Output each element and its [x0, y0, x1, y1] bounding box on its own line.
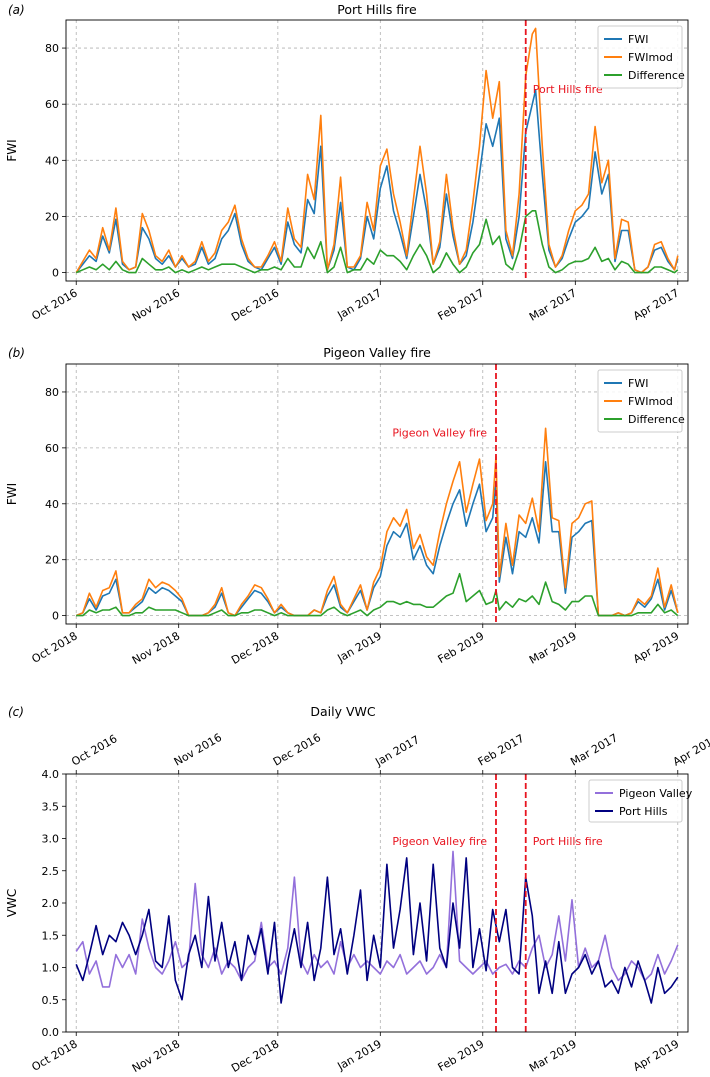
port-hills-line [75, 857, 679, 1004]
x-tick-label-bottom: Feb 2019 [436, 1037, 487, 1073]
fwi-line [75, 89, 679, 274]
legend-label: FWImod [628, 395, 673, 408]
x-tick-label-bottom: Oct 2018 [29, 1037, 79, 1073]
fire-label: Pigeon Valley fire [392, 427, 487, 440]
y-tick-label: 40 [45, 154, 59, 167]
legend: Pigeon Valley Port Hills [588, 779, 693, 823]
x-tick-label-top: Dec 2016 [271, 731, 323, 769]
x-tick-label: Nov 2018 [130, 629, 182, 667]
difference-line [76, 572, 679, 617]
y-tick-label: 60 [45, 442, 59, 455]
legend-label: FWI [628, 33, 648, 46]
y-tick-label: 3.5 [42, 800, 60, 813]
x-tick-label: Mar 2017 [527, 286, 579, 323]
x-tick-label-bottom: Jan 2019 [334, 1037, 383, 1073]
x-tick-label: Feb 2017 [436, 286, 487, 323]
y-tick-label: 0 [52, 267, 59, 280]
x-tick-label-bottom: Dec 2018 [229, 1037, 281, 1073]
y-axis-label: FWI [5, 139, 19, 161]
y-tick-label: 1.0 [42, 962, 60, 975]
x-tick-label: Oct 2018 [29, 629, 79, 666]
chart-title: Daily VWC [310, 704, 376, 719]
legend-box [597, 25, 683, 89]
fire-label: Port Hills fire [533, 83, 603, 96]
fwimod-line [75, 427, 679, 617]
x-tick-label: Jan 2017 [334, 286, 383, 322]
x-tick-label-top: Oct 2016 [69, 732, 119, 769]
fwi-line [75, 460, 679, 617]
legend-label: Difference [628, 413, 685, 426]
legend-label: Difference [628, 69, 685, 82]
panel-c: 0.0 0.5 1.0 1.5 2.0 2.5 3.0 3.5 4.0 Oct 2018 Nov 2… [5, 704, 710, 1075]
panel-label: (c) [8, 705, 24, 719]
panel-label: (b) [8, 346, 25, 360]
x-tick-label: Feb 2019 [436, 629, 487, 666]
legend-box [597, 369, 683, 433]
y-tick-label: 0.5 [42, 994, 60, 1007]
pigeon-valley-line [75, 850, 679, 988]
fwimod-line [75, 27, 679, 274]
y-axis-label: VWC [5, 889, 19, 917]
legend: FWI FWImod Difference [597, 25, 685, 89]
y-tick-label: 4.0 [42, 768, 60, 781]
y-tick-label: 2.5 [42, 865, 60, 878]
plot-frame [65, 363, 689, 625]
x-tick-label: Mar 2019 [527, 629, 579, 666]
x-tick-label: Apr 2019 [631, 629, 681, 666]
y-tick-label: 60 [45, 98, 59, 111]
plot-frame [65, 773, 689, 1033]
x-tick-label-bottom: Nov 2018 [130, 1037, 182, 1073]
y-tick-label: 0.0 [42, 1026, 60, 1039]
x-tick-label-top: Jan 2017 [372, 733, 421, 769]
pigeon-valley-fire-label: Pigeon Valley fire [392, 835, 487, 848]
legend: FWI FWImod Difference [597, 369, 685, 433]
chart-title: Port Hills fire [337, 2, 417, 17]
y-tick-label: 40 [45, 498, 59, 511]
legend-label: FWI [628, 377, 648, 390]
y-axis-label: FWI [5, 483, 19, 505]
y-tick-label: 3.0 [42, 833, 60, 846]
panel-a: 0 20 40 60 80 Oct 2016 Nov 2016 Dec 2016 Jan 201… [5, 2, 689, 324]
y-tick-label: 0 [52, 610, 59, 623]
x-tick-label-top: Apr 2017 [671, 732, 710, 769]
x-tick-label: Apr 2017 [631, 286, 681, 323]
x-tick-label: Oct 2016 [29, 286, 79, 323]
difference-line [75, 210, 679, 274]
x-tick-label-top: Mar 2017 [568, 731, 620, 768]
y-tick-label: 20 [45, 210, 59, 223]
y-tick-label: 2.0 [42, 897, 60, 910]
x-tick-label: Nov 2016 [130, 286, 182, 324]
x-tick-label: Dec 2018 [229, 629, 281, 667]
port-hills-fire-label: Port Hills fire [533, 835, 603, 848]
legend-label: Pigeon Valley [619, 787, 693, 800]
y-tick-label: 80 [45, 42, 59, 55]
chart-title: Pigeon Valley fire [323, 345, 431, 360]
x-tick-label: Dec 2016 [229, 286, 281, 324]
y-tick-label: 80 [45, 386, 59, 399]
legend-label: FWImod [628, 51, 673, 64]
y-tick-label: 1.5 [42, 929, 60, 942]
legend-label: Port Hills [619, 805, 668, 818]
y-tick-label: 20 [45, 554, 59, 567]
x-tick-label-top: Feb 2017 [476, 732, 527, 769]
x-tick-label: Jan 2019 [334, 629, 383, 665]
panel-label: (a) [8, 3, 25, 17]
x-tick-label-bottom: Apr 2019 [631, 1037, 681, 1073]
x-tick-label-bottom: Mar 2019 [527, 1037, 579, 1073]
panel-b: 0 20 40 60 80 Oct 2018 Nov 2018 Dec 2018 Jan 201… [5, 345, 689, 667]
plot-frame [65, 19, 689, 282]
x-tick-label-top: Nov 2016 [172, 731, 224, 769]
